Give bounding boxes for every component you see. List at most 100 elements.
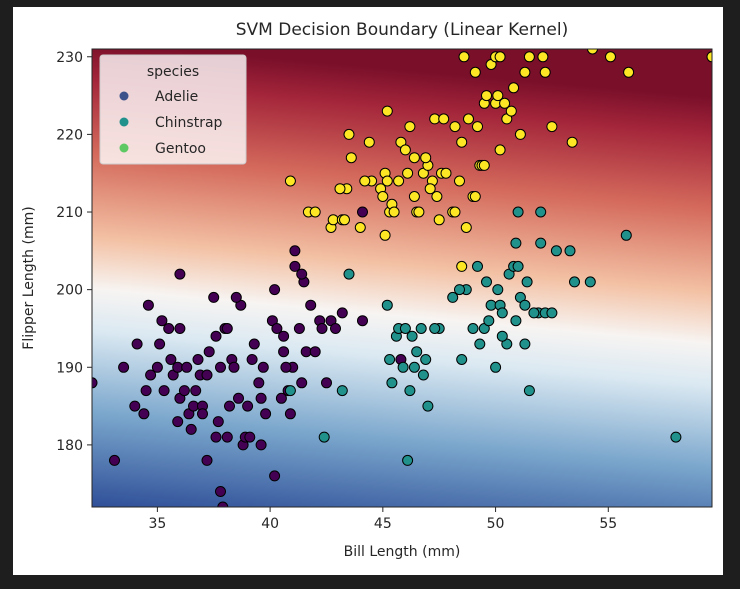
x-tick-label: 55 bbox=[599, 516, 617, 532]
point-gentoo bbox=[449, 121, 461, 133]
chart-figure: 35 40 45 50 55 180 190 200 210 220 230 SVM Decisi… bbox=[13, 7, 723, 575]
point-gentoo bbox=[420, 152, 432, 164]
point-adelie bbox=[357, 315, 368, 327]
point-chinstrap bbox=[397, 361, 409, 373]
point-adelie bbox=[336, 307, 348, 319]
y-tick-label: 230 bbox=[56, 50, 83, 66]
legend-marker-adelie bbox=[119, 91, 129, 101]
point-chinstrap bbox=[415, 323, 427, 334]
point-gentoo bbox=[454, 175, 465, 187]
point-adelie bbox=[118, 361, 130, 373]
point-adelie bbox=[296, 377, 308, 389]
point-chinstrap bbox=[386, 377, 398, 389]
point-adelie bbox=[233, 392, 244, 404]
point-gentoo bbox=[402, 167, 414, 179]
point-gentoo bbox=[456, 136, 468, 148]
point-adelie bbox=[255, 439, 267, 451]
point-gentoo bbox=[381, 105, 393, 117]
point-adelie bbox=[255, 392, 267, 404]
y-tick-label: 180 bbox=[56, 438, 83, 454]
point-gentoo bbox=[492, 90, 504, 102]
point-chinstrap bbox=[490, 361, 502, 373]
point-chinstrap bbox=[318, 431, 330, 443]
point-gentoo bbox=[345, 152, 357, 164]
y-tick-label: 200 bbox=[56, 283, 83, 299]
point-chinstrap bbox=[483, 315, 495, 327]
point-chinstrap bbox=[429, 323, 441, 334]
point-gentoo bbox=[381, 175, 393, 187]
point-chinstrap bbox=[512, 260, 524, 272]
point-chinstrap bbox=[535, 206, 547, 218]
legend-label-gentoo: Gentoo bbox=[155, 141, 206, 157]
point-gentoo bbox=[359, 175, 371, 187]
x-tick-label: 50 bbox=[487, 516, 505, 532]
point-adelie bbox=[156, 315, 168, 327]
point-adelie bbox=[178, 385, 190, 397]
point-gentoo bbox=[494, 51, 506, 63]
point-adelie bbox=[203, 346, 215, 358]
point-adelie bbox=[208, 291, 220, 303]
point-chinstrap bbox=[496, 307, 508, 319]
point-adelie bbox=[269, 470, 281, 482]
point-chinstrap bbox=[406, 330, 418, 342]
point-chinstrap bbox=[417, 369, 429, 381]
point-adelie bbox=[163, 323, 175, 334]
point-adelie bbox=[192, 354, 204, 365]
point-adelie bbox=[296, 268, 308, 280]
point-gentoo bbox=[424, 183, 436, 195]
point-adelie bbox=[201, 454, 213, 466]
point-adelie bbox=[224, 400, 235, 412]
point-adelie bbox=[230, 291, 242, 303]
y-tick-label: 210 bbox=[56, 205, 83, 221]
point-gentoo bbox=[377, 191, 389, 202]
point-chinstrap bbox=[408, 361, 420, 373]
point-chinstrap bbox=[481, 276, 492, 288]
legend-label-chinstrap: Chinstrap bbox=[155, 115, 223, 131]
point-adelie bbox=[210, 431, 222, 443]
y-tick-label: 190 bbox=[56, 360, 83, 376]
point-adelie bbox=[289, 260, 301, 272]
point-adelie bbox=[142, 299, 154, 311]
point-gentoo bbox=[379, 229, 391, 241]
y-tick-label: 220 bbox=[56, 127, 83, 143]
point-gentoo bbox=[508, 82, 520, 94]
chart-canvas: 35 40 45 50 55 180 190 200 210 220 230 SVM Decisi… bbox=[21, 20, 713, 560]
point-adelie bbox=[278, 346, 290, 358]
point-gentoo bbox=[339, 214, 350, 226]
point-gentoo bbox=[408, 152, 420, 164]
y-axis-label: Flipper Length (mm) bbox=[21, 206, 37, 349]
point-chinstrap bbox=[550, 245, 562, 257]
plot-frame bbox=[91, 48, 713, 508]
point-chinstrap bbox=[564, 245, 576, 257]
x-tick-label: 45 bbox=[374, 516, 392, 532]
point-gentoo bbox=[456, 260, 468, 272]
x-tick-label: 35 bbox=[148, 516, 166, 532]
point-gentoo bbox=[539, 66, 551, 78]
point-chinstrap bbox=[472, 260, 483, 272]
point-adelie bbox=[305, 299, 317, 311]
point-gentoo bbox=[334, 183, 346, 195]
point-chinstrap bbox=[496, 330, 508, 342]
point-adelie bbox=[284, 408, 296, 420]
point-gentoo bbox=[284, 175, 296, 187]
point-adelie bbox=[165, 354, 177, 365]
point-adelie bbox=[158, 385, 170, 397]
point-adelie bbox=[289, 245, 301, 257]
point-adelie bbox=[131, 338, 143, 350]
point-adelie bbox=[212, 416, 224, 428]
point-chinstrap bbox=[510, 237, 522, 249]
point-adelie bbox=[330, 323, 341, 334]
point-chinstrap bbox=[620, 229, 632, 241]
point-adelie bbox=[140, 385, 152, 397]
point-adelie bbox=[210, 330, 222, 342]
point-adelie bbox=[221, 431, 233, 443]
y-axis: 180 190 200 210 220 230 bbox=[56, 50, 92, 454]
legend: species Adelie Chinstrap Gentoo bbox=[99, 54, 247, 165]
point-gentoo bbox=[327, 214, 339, 226]
point-chinstrap bbox=[474, 338, 486, 350]
point-gentoo bbox=[537, 51, 549, 63]
point-adelie bbox=[321, 377, 332, 389]
point-chinstrap bbox=[467, 323, 479, 334]
point-gentoo bbox=[404, 121, 416, 133]
point-adelie bbox=[215, 486, 226, 497]
